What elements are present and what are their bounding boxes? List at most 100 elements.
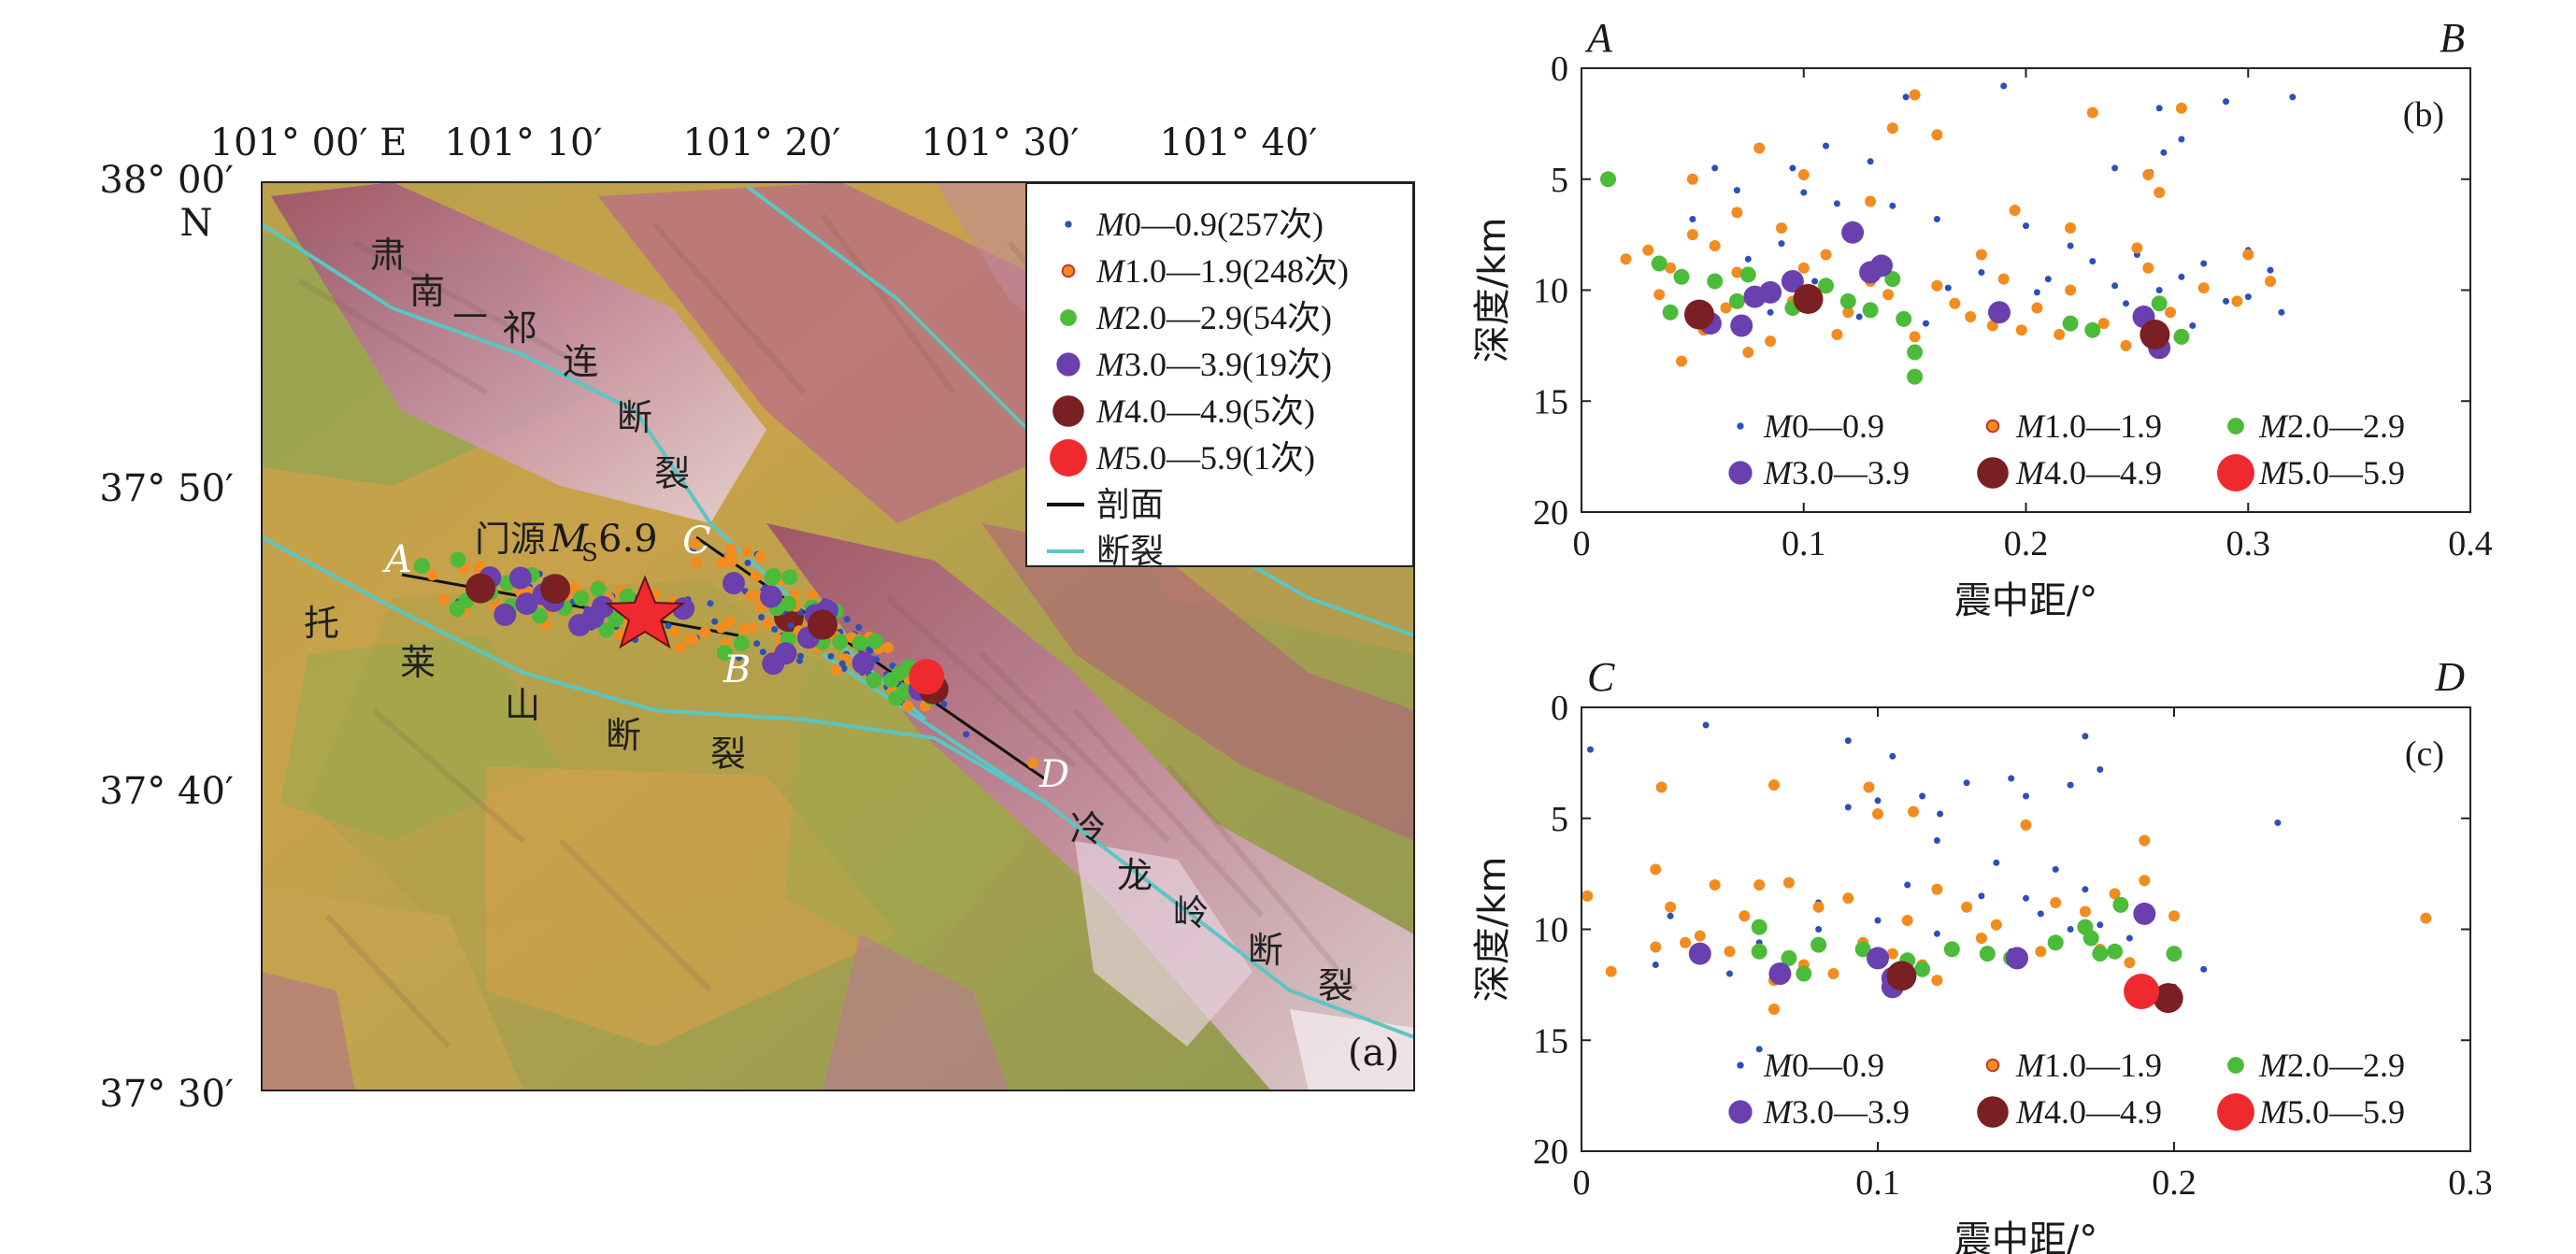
data-point [1975, 933, 1987, 944]
map-epicenter [591, 595, 614, 619]
map-epicenter [508, 566, 532, 590]
svg-text:连: 连 [563, 341, 598, 382]
data-point [1914, 961, 1931, 977]
map-epicenter [827, 652, 835, 660]
map-legend-label-1: M1.0—1.9(248次) [1095, 252, 1349, 290]
data-point [1886, 948, 1898, 960]
data-point [1854, 941, 1871, 958]
data-point [1872, 808, 1883, 819]
legend-label: M4.0—4.9 [2015, 454, 2162, 492]
svg-text:断: 断 [617, 397, 652, 438]
map-epicenter [723, 572, 745, 595]
svg-text:断: 断 [606, 715, 641, 756]
data-point [1865, 195, 1877, 207]
map-epicenter [843, 616, 851, 623]
panel-label: (c) [2405, 734, 2444, 774]
data-point [1680, 936, 1691, 948]
map-epicenter [590, 580, 607, 597]
map-epicenter [838, 660, 846, 667]
data-point [1818, 278, 1834, 294]
data-point [1684, 299, 1714, 330]
data-point [1753, 142, 1766, 154]
y-tick-label: 10 [1533, 272, 1568, 311]
svg-text:断: 断 [1248, 930, 1283, 971]
data-point [2065, 284, 2077, 296]
legend-symbol [1737, 422, 1744, 430]
data-point [2109, 888, 2121, 900]
profile-label-a: A [381, 538, 412, 581]
data-point [1975, 249, 1987, 261]
data-point [1833, 200, 1840, 207]
data-point [2139, 875, 2151, 887]
data-point [2089, 258, 2097, 265]
data-point [2197, 282, 2210, 294]
map-epicenter [771, 626, 779, 633]
data-point [2079, 905, 2091, 918]
data-point [2086, 107, 2098, 119]
data-point [1827, 968, 1839, 979]
data-point [1842, 306, 1854, 319]
y-tick-label: 5 [1551, 800, 1568, 839]
profile-label-d: D [1038, 753, 1069, 796]
data-point [1812, 901, 1825, 913]
data-point [1889, 202, 1896, 209]
mainshock-star-icon [605, 575, 685, 649]
data-point [2165, 306, 2176, 319]
data-point [1831, 329, 1843, 340]
data-point [1841, 221, 1865, 244]
data-point [1889, 752, 1896, 760]
profile-end-left: A [1584, 15, 1613, 61]
data-point [1823, 142, 1829, 150]
data-point [1651, 255, 1667, 272]
data-point [1665, 262, 1677, 274]
data-point [2097, 766, 2104, 773]
data-point [1797, 262, 1810, 274]
legend-label: M5.0—5.9 [2258, 1093, 2405, 1131]
data-point [2112, 896, 2129, 913]
plot-frame [1581, 706, 2471, 1152]
data-point [1862, 302, 1879, 319]
map-epicenter [687, 634, 699, 646]
data-point [1686, 173, 1698, 185]
data-point [2111, 164, 2119, 172]
data-point [1709, 879, 1721, 891]
x-tick-label: 0.1 [1782, 524, 1826, 563]
data-point [2267, 266, 2274, 274]
data-point [2033, 289, 2040, 296]
data-point [1988, 301, 2011, 324]
map-legend-symbol-0 [1065, 221, 1072, 228]
data-point [1896, 310, 1912, 327]
data-point [1728, 292, 1745, 309]
data-point [1993, 859, 2000, 866]
svg-text:—: — [452, 292, 488, 334]
map-legend-label-7: 断裂 [1096, 533, 1164, 571]
map-legend-label-2: M2.0—2.9(54次) [1095, 299, 1332, 336]
data-point [1904, 881, 1911, 889]
data-point [1751, 943, 1767, 960]
profile-label-b: B [723, 648, 751, 691]
lon-tick-4: 101° 40′ [1159, 121, 1317, 164]
map-epicenter [494, 603, 517, 626]
profile-end-left: C [1587, 654, 1615, 700]
data-point [1655, 781, 1667, 793]
map-epicenter [699, 626, 711, 638]
data-point [1919, 792, 1926, 800]
data-point [1731, 266, 1743, 278]
lon-tick-1: 101° 10′ [444, 121, 602, 164]
data-point [1961, 901, 1973, 913]
map-epicenter [882, 642, 894, 654]
data-point [1620, 253, 1632, 265]
map-epicenter [716, 645, 733, 662]
data-point [2006, 947, 2028, 970]
data-point [1702, 721, 1710, 729]
data-point [2031, 302, 2043, 314]
map-legend-symbol-2 [1060, 309, 1077, 326]
map-legend-label-0: M0—0.9(257次) [1095, 206, 1324, 243]
map-epicenter [754, 550, 766, 563]
y-axis-title: 深度/km [1471, 218, 1514, 363]
data-point [1882, 289, 1895, 301]
y-tick-label: 20 [1533, 493, 1568, 533]
legend-symbol [1977, 457, 2009, 489]
data-point [2178, 135, 2185, 143]
map-epicenter [450, 551, 466, 568]
